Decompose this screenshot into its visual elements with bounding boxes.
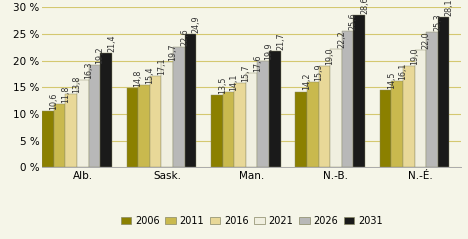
Text: 19,9: 19,9 (264, 42, 273, 60)
Bar (42, 111, 54, 167)
Text: 19,7: 19,7 (168, 43, 177, 61)
Bar (353, 15, 365, 167)
Bar (54, 104, 66, 167)
Bar (150, 76, 161, 167)
Text: 22,6: 22,6 (180, 28, 189, 46)
Bar (138, 85, 150, 167)
Text: 15,7: 15,7 (241, 65, 250, 82)
Text: 28,6: 28,6 (360, 0, 369, 14)
Text: 22,2: 22,2 (337, 30, 346, 48)
Text: 25,3: 25,3 (433, 14, 442, 31)
Text: 11,8: 11,8 (61, 86, 70, 103)
Bar (307, 82, 319, 167)
Text: 24,9: 24,9 (192, 16, 201, 33)
Bar (66, 94, 77, 167)
Text: 14,2: 14,2 (302, 73, 311, 90)
Bar (319, 66, 330, 167)
Text: 16,3: 16,3 (84, 62, 93, 79)
Text: 19,0: 19,0 (326, 47, 335, 65)
Text: 17,1: 17,1 (157, 57, 166, 75)
Bar (88, 65, 100, 167)
Text: 13,5: 13,5 (218, 77, 227, 94)
Bar (173, 47, 184, 167)
Bar (269, 51, 280, 167)
Bar (403, 66, 415, 167)
Bar (415, 50, 426, 167)
Text: 28,1: 28,1 (445, 0, 454, 16)
Text: 15,4: 15,4 (145, 66, 154, 84)
Text: 19,2: 19,2 (95, 46, 105, 64)
Bar (391, 81, 403, 167)
Text: 15,9: 15,9 (314, 64, 323, 81)
Bar (100, 53, 112, 167)
Text: 10,6: 10,6 (49, 92, 58, 110)
Bar (126, 88, 138, 167)
Text: 14,8: 14,8 (134, 70, 143, 87)
Text: 22,0: 22,0 (422, 31, 431, 49)
Bar (223, 92, 234, 167)
Legend: 2006, 2011, 2016, 2021, 2026, 2031: 2006, 2011, 2016, 2021, 2026, 2031 (117, 212, 386, 230)
Bar (234, 83, 246, 167)
Text: 13,8: 13,8 (73, 75, 81, 92)
Text: 25,6: 25,6 (349, 12, 358, 30)
Bar (161, 62, 173, 167)
Bar (184, 34, 196, 167)
Text: 16,1: 16,1 (398, 63, 408, 80)
Text: 17,6: 17,6 (253, 55, 262, 72)
Bar (211, 95, 223, 167)
Text: 14,5: 14,5 (387, 71, 396, 89)
Bar (330, 49, 342, 167)
Text: 21,7: 21,7 (276, 33, 285, 50)
Bar (426, 32, 438, 167)
Text: 21,4: 21,4 (107, 34, 116, 52)
Bar (438, 17, 449, 167)
Bar (257, 61, 269, 167)
Text: 19,0: 19,0 (410, 47, 419, 65)
Bar (295, 92, 307, 167)
Bar (342, 31, 353, 167)
Bar (77, 80, 88, 167)
Text: 14,1: 14,1 (230, 74, 239, 91)
Bar (380, 90, 391, 167)
Bar (246, 73, 257, 167)
